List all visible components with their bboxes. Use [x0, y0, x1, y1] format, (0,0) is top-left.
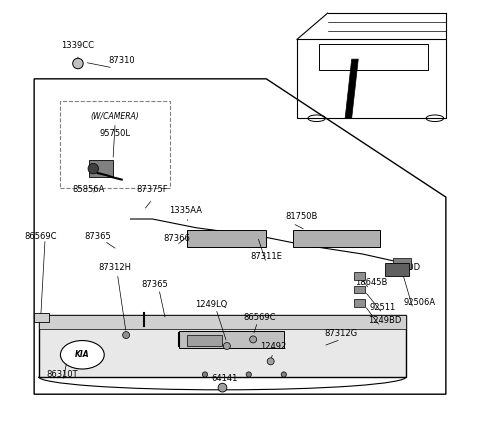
Bar	[354, 299, 365, 307]
Text: 1339CC: 1339CC	[61, 42, 95, 50]
Text: 86569C: 86569C	[243, 313, 276, 322]
Text: 95750L: 95750L	[100, 129, 131, 138]
Text: 86930D: 86930D	[388, 263, 421, 272]
Polygon shape	[38, 315, 407, 328]
Polygon shape	[34, 313, 49, 322]
Bar	[354, 272, 365, 280]
Bar	[393, 258, 411, 269]
Circle shape	[72, 58, 83, 69]
Text: (W/CAMERA): (W/CAMERA)	[91, 112, 140, 120]
Bar	[89, 160, 113, 177]
Text: 87365: 87365	[141, 280, 168, 289]
Text: 1335AA: 1335AA	[169, 206, 202, 215]
Text: 87312H: 87312H	[99, 263, 132, 272]
Circle shape	[203, 372, 207, 377]
Polygon shape	[345, 59, 358, 118]
Text: 87312G: 87312G	[324, 329, 357, 338]
Polygon shape	[187, 230, 266, 247]
Circle shape	[218, 383, 227, 392]
Text: 86310T: 86310T	[47, 370, 78, 379]
Text: 92506A: 92506A	[404, 298, 436, 307]
Circle shape	[246, 372, 252, 377]
Bar	[384, 263, 408, 276]
Circle shape	[223, 343, 230, 350]
Circle shape	[250, 336, 257, 343]
Text: 1249BD: 1249BD	[368, 316, 401, 325]
Text: 85856A: 85856A	[72, 185, 105, 194]
Circle shape	[88, 163, 98, 174]
Bar	[354, 286, 365, 293]
Bar	[187, 335, 223, 346]
Circle shape	[122, 332, 130, 339]
Text: 87310: 87310	[108, 56, 135, 65]
Text: 81750B: 81750B	[285, 212, 317, 221]
Text: 12492: 12492	[260, 343, 286, 351]
Text: 64141: 64141	[212, 374, 238, 383]
Text: 87366: 87366	[163, 234, 190, 243]
Text: KIA: KIA	[75, 350, 90, 359]
Text: 18645B: 18645B	[355, 278, 387, 287]
Circle shape	[281, 372, 287, 377]
Ellipse shape	[60, 341, 104, 369]
Text: 92511: 92511	[369, 303, 396, 312]
Text: 1249LQ: 1249LQ	[195, 300, 228, 309]
Text: 87311E: 87311E	[251, 252, 282, 261]
Text: 86569C: 86569C	[24, 232, 57, 241]
Polygon shape	[293, 230, 380, 247]
Text: 87365: 87365	[84, 232, 111, 241]
Polygon shape	[179, 331, 284, 348]
Polygon shape	[38, 315, 407, 377]
Circle shape	[267, 358, 274, 365]
Text: 87375F: 87375F	[137, 185, 168, 194]
